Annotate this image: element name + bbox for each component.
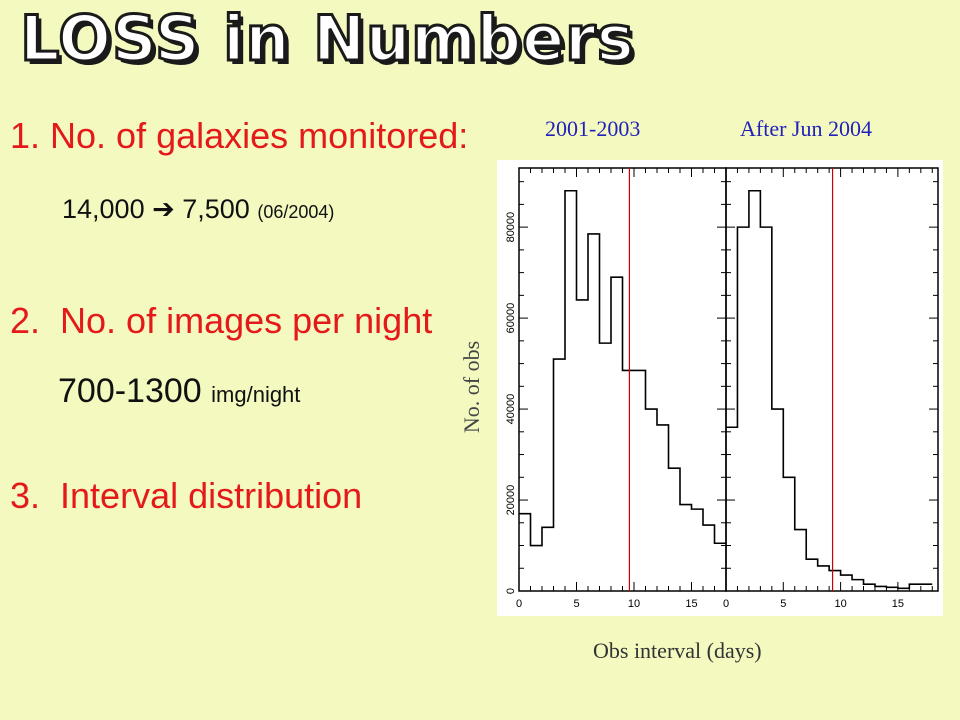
y-tick-label: 40000 xyxy=(505,394,517,425)
panel-2-histogram-bin xyxy=(852,580,863,591)
panel-2-x-tick-label: 10 xyxy=(834,598,846,610)
galaxies-monitored-value: 14,000 ➔ 7,500 (06/2004) xyxy=(62,194,334,225)
panel-1-x-tick-label: 0 xyxy=(516,598,522,610)
panel-1-histogram-bin xyxy=(519,514,531,591)
panel-1-histogram-bin xyxy=(588,234,600,591)
panel-2-histogram-bin xyxy=(921,584,932,591)
panel-1-histogram-bin xyxy=(657,425,669,591)
y-tick-label: 20000 xyxy=(505,485,517,516)
panel-1-histogram-bin xyxy=(531,546,543,591)
panel-1-histogram-bin xyxy=(715,543,727,591)
panel-2-histogram-bin xyxy=(841,575,852,591)
panel-2-histogram-bin xyxy=(760,227,771,591)
interval-histogram-chart: 0 5 10 15 0 5 10 15 0 20000 40000 60000 80000 xyxy=(497,160,943,616)
panel-2-histogram-bin xyxy=(818,566,829,591)
item-interval-distribution: 3. Interval distribution xyxy=(10,475,363,516)
panel-1-histogram-bin xyxy=(634,370,646,591)
panel-1-x-tick-label: 15 xyxy=(685,598,697,610)
panel-2-x-tick-label: 15 xyxy=(892,598,904,610)
panel-2-x-tick-label: 0 xyxy=(723,598,729,610)
chart-background xyxy=(497,160,943,616)
arrow-right-icon: ➔ xyxy=(152,194,175,225)
panel-1-histogram-bin xyxy=(669,468,681,591)
panel-1-histogram-bin xyxy=(542,527,554,591)
panel-2-histogram-bin xyxy=(806,559,817,591)
panel-2-histogram-line xyxy=(726,189,933,590)
galaxies-after: 7,500 xyxy=(182,194,250,224)
item-images-per-night: 2. No. of images per night xyxy=(10,300,433,341)
y-tick-label: 0 xyxy=(505,588,517,594)
panel-1-histogram-bin xyxy=(692,509,704,591)
panel-1-histogram-bin xyxy=(680,505,692,591)
images-range: 700-1300 xyxy=(58,372,202,410)
panel-2-histogram-bin xyxy=(749,191,760,591)
panel-2-histogram-bin xyxy=(886,587,897,591)
panel-2-histogram-bin xyxy=(737,227,748,591)
panel-2-histogram-bin xyxy=(772,409,783,591)
panel-1-histogram-bin xyxy=(646,409,658,591)
panel-1-histogram-bin xyxy=(703,525,715,591)
panel-2-histogram-bin xyxy=(875,586,886,591)
images-unit: img/night xyxy=(211,382,301,407)
slide-title: LOSS in Numbers xyxy=(19,1,636,77)
panel-1-x-tick-label: 10 xyxy=(628,598,640,610)
panel-1-x-tick-label: 5 xyxy=(573,598,579,610)
panel-2-histogram-bin xyxy=(864,584,875,591)
panel-2-x-tick-label: 5 xyxy=(780,598,786,610)
images-per-night-value: 700-1300 img/night xyxy=(58,372,300,411)
panel-1-histogram-line xyxy=(519,189,726,547)
item-galaxies-monitored: 1. No. of galaxies monitored: xyxy=(10,115,469,156)
y-tick-label: 60000 xyxy=(505,303,517,334)
y-tick-label: 80000 xyxy=(505,212,517,243)
galaxies-before: 14,000 xyxy=(62,194,145,224)
panel-1-histogram-bin xyxy=(554,359,566,591)
panel-2-histogram-bin xyxy=(909,584,920,591)
galaxies-date: (06/2004) xyxy=(257,202,335,222)
panel-2-histogram-bin xyxy=(726,427,737,591)
panel-1-histogram-bin xyxy=(565,191,577,591)
x-axis-label: Obs interval (days) xyxy=(593,638,762,663)
panel-2-histogram-bin xyxy=(829,571,840,591)
panel-2-histogram-bin xyxy=(898,588,909,591)
panel-2-histogram-bin xyxy=(783,477,794,591)
y-axis-label: No. of obs xyxy=(459,340,484,434)
panel-1-histogram-bin xyxy=(600,343,612,591)
period-label-left: 2001-2003 xyxy=(545,116,641,141)
panel-1-histogram-bin xyxy=(577,300,589,591)
panel-1-histogram-bin xyxy=(623,370,635,591)
panel-2-histogram-bin xyxy=(795,530,806,591)
panel-1-histogram-bin xyxy=(611,277,623,591)
period-label-right: After Jun 2004 xyxy=(740,116,872,141)
